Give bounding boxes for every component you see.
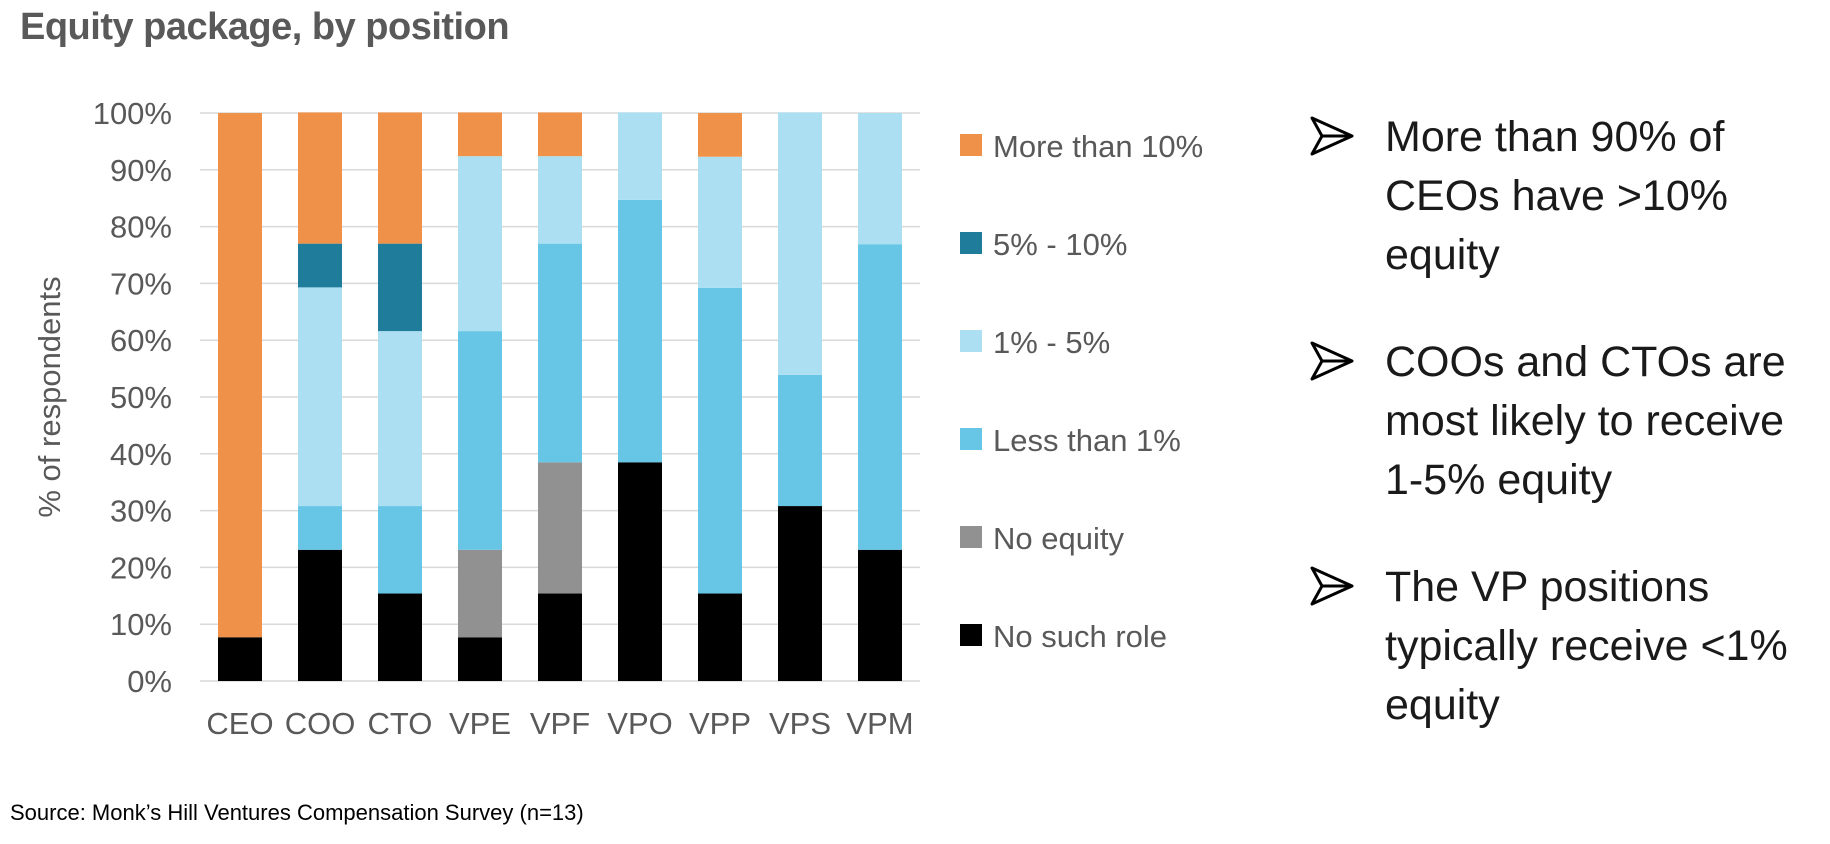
arrow-bullet-icon <box>1310 116 1354 156</box>
source-note: Source: Monk’s Hill Ventures Compensatio… <box>10 800 584 825</box>
legend-label: No such role <box>993 619 1167 654</box>
y-tick-label: 60% <box>110 323 172 358</box>
x-tick-label: CEO <box>206 706 273 741</box>
x-tick-label: VPP <box>689 706 751 741</box>
bar-segment <box>778 506 822 681</box>
bar-segment <box>698 287 742 594</box>
bar-segment <box>538 462 582 594</box>
bar-segment <box>698 156 742 288</box>
y-tick-label: 70% <box>110 266 172 301</box>
bar-segment <box>378 593 422 681</box>
bar-segment <box>538 112 582 157</box>
legend-swatch <box>960 428 982 450</box>
legend-swatch <box>960 330 982 352</box>
x-tick-label: VPO <box>607 706 672 741</box>
bar-segment <box>298 243 342 288</box>
legend-label: More than 10% <box>993 129 1203 164</box>
bar-segment <box>618 112 662 200</box>
x-tick-label: VPM <box>846 706 913 741</box>
y-tick-label: 20% <box>110 550 172 585</box>
bar-segment <box>698 593 742 681</box>
legend-label: No equity <box>993 521 1124 556</box>
bar-segment <box>298 506 342 550</box>
x-tick-label: VPS <box>769 706 831 741</box>
bar-segment <box>778 374 822 507</box>
legend: More than 10% 5% - 10% 1% - 5% Less than 1%… <box>960 129 1203 654</box>
key-takeaways: More than 90% of CEOs have >10% equity C… <box>1310 108 1820 783</box>
bar-segment <box>298 287 342 507</box>
y-tick-label: 50% <box>110 380 172 415</box>
bar-segment <box>298 549 342 681</box>
y-tick-label: 80% <box>110 210 172 245</box>
legend-swatch <box>960 624 982 646</box>
legend-label: 5% - 10% <box>993 227 1127 262</box>
arrow-bullet-icon <box>1310 341 1354 381</box>
x-tick-labels: CEO COO CTO VPE VPF VPO VPP VPS VPM <box>206 706 913 741</box>
y-tick-label: 0% <box>127 664 172 699</box>
bullet-item: The VP positions typically receive <1% e… <box>1310 558 1820 735</box>
legend-swatch <box>960 232 982 254</box>
bar-segment <box>458 549 502 638</box>
y-tick-label: 90% <box>110 153 172 188</box>
bar-segment <box>858 244 902 550</box>
x-tick-label: CTO <box>368 706 433 741</box>
bullet-item: COOs and CTOs are most likely to receive… <box>1310 333 1820 510</box>
bullet-text: The VP positions typically receive <1% e… <box>1385 563 1788 729</box>
chart-title: Equity package, by position <box>20 6 510 48</box>
bar-segment <box>378 243 422 332</box>
bar-segment <box>378 331 422 507</box>
bar-segment <box>218 637 262 681</box>
bar-segment <box>218 113 262 638</box>
bar-segment <box>538 593 582 681</box>
bar-segment <box>298 112 342 244</box>
y-tick-labels: 0% 10% 20% 30% 40% 50% 60% 70% 80% 90% 100% <box>93 96 172 699</box>
y-tick-label: 100% <box>93 96 172 131</box>
bar-segment <box>538 243 582 463</box>
bullet-text: COOs and CTOs are most likely to receive… <box>1385 338 1786 504</box>
legend-swatch <box>960 134 982 156</box>
bar-segment <box>858 549 902 681</box>
y-tick-label: 40% <box>110 437 172 472</box>
bar-segment <box>458 637 502 681</box>
legend-label: Less than 1% <box>993 423 1181 458</box>
bar-segment <box>378 112 422 244</box>
bullet-item: More than 90% of CEOs have >10% equity <box>1310 108 1820 285</box>
y-axis-title: % of respondents <box>32 276 67 517</box>
y-tick-label: 30% <box>110 494 172 529</box>
bar-segment <box>378 506 422 594</box>
y-tick-label: 10% <box>110 607 172 642</box>
bar-segment <box>778 112 822 375</box>
bars <box>218 112 902 681</box>
arrow-bullet-icon <box>1310 566 1354 606</box>
x-tick-label: COO <box>285 706 356 741</box>
bar-segment <box>458 331 502 550</box>
bar-segment <box>618 462 662 681</box>
bar-segment <box>458 112 502 157</box>
legend-swatch <box>960 526 982 548</box>
bar-segment <box>698 113 742 157</box>
x-tick-label: VPE <box>449 706 511 741</box>
bar-segment <box>538 156 582 244</box>
legend-label: 1% - 5% <box>993 325 1110 360</box>
bullet-text: More than 90% of CEOs have >10% equity <box>1385 113 1728 279</box>
bar-segment <box>458 156 502 332</box>
bar-segment <box>618 199 662 463</box>
bar-segment <box>858 113 902 245</box>
x-tick-label: VPF <box>530 706 590 741</box>
